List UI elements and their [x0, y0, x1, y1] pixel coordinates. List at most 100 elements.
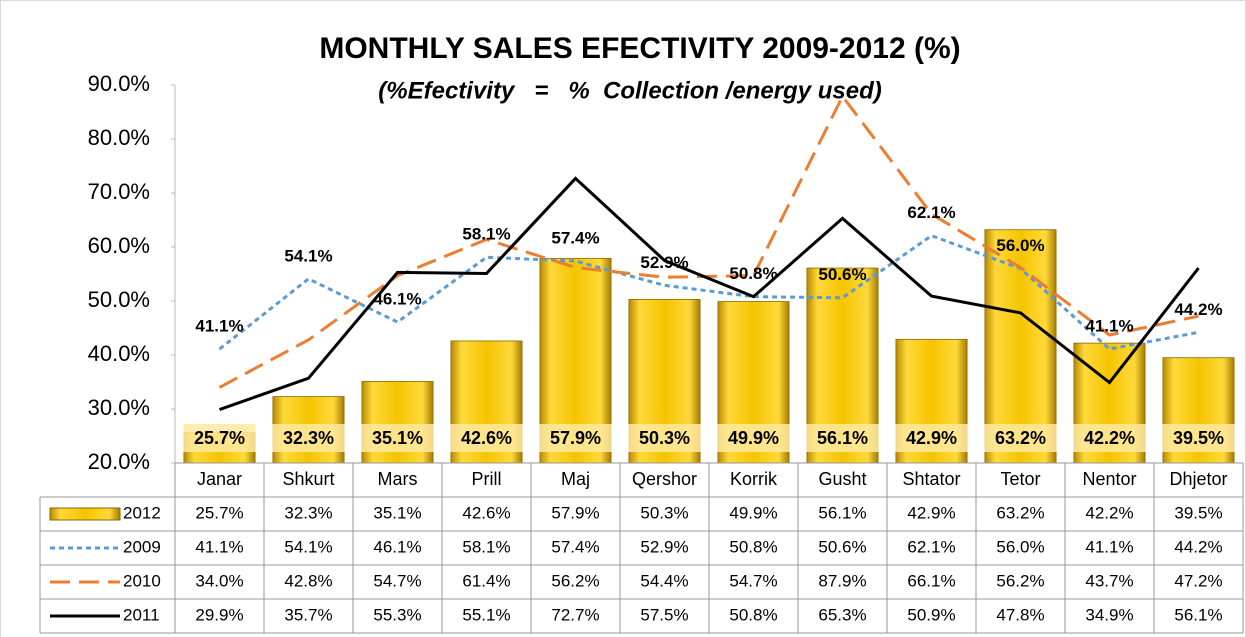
y-tick-label: 30.0%: [88, 395, 150, 420]
bar-label-box: [628, 424, 701, 452]
x-tick-label: Mars: [378, 469, 418, 489]
line-label: 62.1%: [907, 203, 955, 222]
bar-label: 32.3%: [283, 428, 334, 448]
line-label: 57.4%: [551, 229, 599, 248]
bar-label-box: [183, 424, 256, 452]
table-cell: 65.3%: [818, 605, 866, 624]
table-cell: 52.9%: [640, 537, 688, 556]
line-label: 46.1%: [373, 290, 421, 309]
table-cell: 56.0%: [996, 537, 1044, 556]
table-cell: 54.4%: [640, 571, 688, 590]
table-cell: 62.1%: [907, 537, 955, 556]
x-tick-label: Shkurt: [282, 469, 334, 489]
x-tick-label: Shtator: [902, 469, 960, 489]
line-label: 50.8%: [729, 264, 777, 283]
table-cell: 50.9%: [907, 605, 955, 624]
table-cell: 63.2%: [996, 503, 1044, 522]
bar-label-box: [717, 424, 790, 452]
x-tick-label: Korrik: [730, 469, 778, 489]
table-cell: 32.3%: [284, 503, 332, 522]
bar-label: 39.5%: [1173, 428, 1224, 448]
table-cell: 87.9%: [818, 571, 866, 590]
table-cell: 66.1%: [907, 571, 955, 590]
table-cell: 25.7%: [195, 503, 243, 522]
line-series: [219, 176, 1200, 411]
x-tick-label: Dhjetor: [1169, 469, 1227, 489]
bar-label-box: [361, 424, 434, 452]
y-tick-label: 60.0%: [88, 233, 150, 258]
bar-label-box: [895, 424, 968, 452]
x-tick-label: Nentor: [1082, 469, 1136, 489]
y-tick-label: 40.0%: [88, 341, 150, 366]
bar-label: 57.9%: [550, 428, 601, 448]
table-cell: 56.1%: [1174, 605, 1222, 624]
line-label: 41.1%: [195, 317, 243, 336]
x-tick-label: Qershor: [632, 469, 697, 489]
bar-label-box: [806, 424, 879, 452]
table-cell: 57.9%: [551, 503, 599, 522]
table-cell: 50.8%: [729, 537, 777, 556]
bar-label-box: [450, 424, 523, 452]
table-cell: 44.2%: [1174, 537, 1222, 556]
bar-label: 49.9%: [728, 428, 779, 448]
table-cell: 34.9%: [1085, 605, 1133, 624]
bar-label-box: [539, 424, 612, 452]
table-cell: 61.4%: [462, 571, 510, 590]
table-cell: 34.0%: [195, 571, 243, 590]
legend-label: 2012: [123, 503, 161, 522]
table-cell: 42.9%: [907, 503, 955, 522]
bar-label: 42.2%: [1084, 428, 1135, 448]
table-cell: 35.1%: [373, 503, 421, 522]
line-label: 50.6%: [818, 265, 866, 284]
table-cell: 42.6%: [462, 503, 510, 522]
x-tick-label: Prill: [472, 469, 502, 489]
table-cell: 41.1%: [195, 537, 243, 556]
line-label: 44.2%: [1174, 300, 1222, 319]
chart-subtitle: (%Efectivity = % Collection /energy used…: [378, 77, 881, 104]
table-cell: 47.2%: [1174, 571, 1222, 590]
table-cell: 72.7%: [551, 605, 599, 624]
bar-label-box: [272, 424, 345, 452]
bar-label: 50.3%: [639, 428, 690, 448]
bar-label: 56.1%: [817, 428, 868, 448]
table-cell: 57.4%: [551, 537, 599, 556]
legend-label: 2011: [123, 605, 160, 624]
table-cell: 54.7%: [729, 571, 777, 590]
table-cell: 57.5%: [640, 605, 688, 624]
table-cell: 55.1%: [462, 605, 510, 624]
bar-label: 42.9%: [906, 428, 957, 448]
table-cell: 50.3%: [640, 503, 688, 522]
table-cell: 56.2%: [551, 571, 599, 590]
x-tick-label: Maj: [561, 469, 590, 489]
table-cell: 54.1%: [284, 537, 332, 556]
bar-label-box: [1073, 424, 1146, 452]
bar-label: 63.2%: [995, 428, 1046, 448]
table-cell: 41.1%: [1085, 537, 1133, 556]
chart-title: MONTHLY SALES EFECTIVITY 2009-2012 (%): [319, 32, 960, 65]
bar-label: 35.1%: [372, 428, 423, 448]
table-cell: 29.9%: [195, 605, 243, 624]
x-tick-label: Gusht: [818, 469, 866, 489]
table-cell: 55.3%: [373, 605, 421, 624]
x-tick-label: Janar: [197, 469, 242, 489]
table-cell: 58.1%: [462, 537, 510, 556]
table-cell: 50.8%: [729, 605, 777, 624]
x-tick-label: Tetor: [1000, 469, 1040, 489]
line-series: [218, 93, 1199, 389]
y-tick-label: 90.0%: [88, 71, 150, 96]
table-cell: 47.8%: [996, 605, 1044, 624]
legend-key: [49, 507, 121, 521]
table-cell: 43.7%: [1085, 571, 1133, 590]
bar-label-box: [984, 424, 1057, 452]
y-tick-label: 80.0%: [88, 125, 150, 150]
table-cell: 35.7%: [284, 605, 332, 624]
legend-label: 2009: [123, 537, 161, 556]
legend-label: 2010: [123, 571, 161, 590]
bar-label: 42.6%: [461, 428, 512, 448]
table-cell: 42.2%: [1085, 503, 1133, 522]
table-cell: 54.7%: [373, 571, 421, 590]
table-cell: 50.6%: [818, 537, 866, 556]
y-tick-label: 50.0%: [88, 287, 150, 312]
bar-label-box: [1162, 424, 1235, 452]
line-label: 54.1%: [284, 246, 332, 265]
